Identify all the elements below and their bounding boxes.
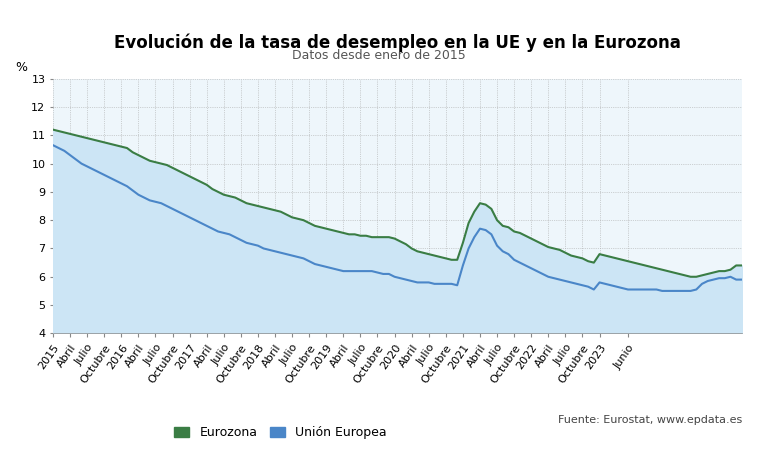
- Text: Datos desde enero de 2015: Datos desde enero de 2015: [291, 49, 466, 62]
- Text: %: %: [15, 61, 27, 74]
- Text: Fuente: Eurostat, www.epdata.es: Fuente: Eurostat, www.epdata.es: [558, 415, 742, 425]
- Title: Evolución de la tasa de desempleo en la UE y en la Eurozona: Evolución de la tasa de desempleo en la …: [114, 34, 681, 52]
- Legend: Eurozona, Unión Europea: Eurozona, Unión Europea: [170, 421, 391, 444]
